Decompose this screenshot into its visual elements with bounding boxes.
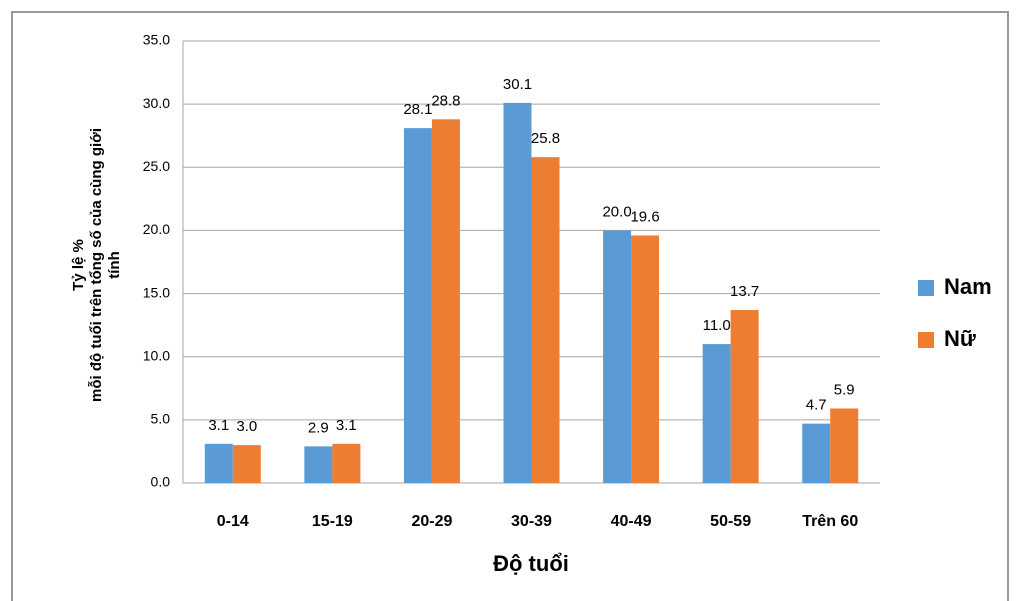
- bar: [232, 445, 261, 483]
- bar: [631, 235, 660, 483]
- y-tick-label: 35.0: [143, 32, 170, 48]
- y-axis-title-line: Tỷ lệ %: [70, 239, 87, 291]
- value-label: 20.0: [602, 203, 631, 220]
- value-label: 30.1: [503, 76, 532, 93]
- x-tick-label: 0-14: [217, 513, 249, 530]
- y-tick-label: 15.0: [143, 284, 170, 300]
- y-tick-label: 30.0: [143, 95, 170, 111]
- x-tick-label: 50-59: [710, 513, 751, 530]
- x-tick-label: 20-29: [411, 513, 452, 530]
- value-label: 28.8: [431, 92, 460, 109]
- bar: [802, 423, 831, 483]
- frame: [11, 11, 1009, 601]
- bar: [304, 446, 333, 483]
- bar: [702, 344, 731, 483]
- y-axis-title-line: mỗi độ tuổi trên tổng số của cùng giới: [88, 128, 105, 402]
- value-label: 3.1: [208, 417, 229, 434]
- bar: [403, 128, 432, 483]
- y-tick-label: 10.0: [143, 347, 170, 363]
- x-tick-label: 15-19: [312, 513, 353, 530]
- y-tick-label: 0.0: [151, 474, 171, 490]
- y-tick-label: 25.0: [143, 158, 170, 174]
- value-label: 3.1: [336, 417, 357, 434]
- legend-swatch: [918, 280, 934, 296]
- x-axis-title: Độ tuổi: [493, 551, 569, 576]
- value-label: 2.9: [308, 419, 329, 436]
- value-label: 19.6: [630, 208, 659, 225]
- legend-label: Nữ: [944, 326, 976, 351]
- legend-swatch: [918, 332, 934, 348]
- x-tick-label: Trên 60: [802, 513, 858, 530]
- y-axis-title: Tỷ lệ % mỗi độ tuổi trên tổng số của cùng…: [70, 128, 123, 402]
- y-axis-title-line: tính: [106, 251, 123, 279]
- bar: [332, 443, 361, 483]
- legend-label: Nam: [944, 274, 992, 299]
- value-label: 3.0: [236, 418, 257, 435]
- bar: [730, 309, 759, 483]
- x-tick-label: 40-49: [611, 513, 652, 530]
- bar: [204, 443, 233, 483]
- value-label: 4.7: [806, 397, 827, 414]
- value-label: 5.9: [834, 381, 855, 398]
- bar: [830, 408, 859, 483]
- y-tick-label: 20.0: [143, 221, 170, 237]
- value-label: 11.0: [703, 317, 731, 334]
- bar: [603, 230, 632, 483]
- y-tick-label: 5.0: [151, 411, 171, 427]
- value-label: 28.1: [403, 101, 432, 118]
- bar: [431, 119, 460, 483]
- x-tick-label: 30-39: [511, 513, 552, 530]
- value-label: 13.7: [730, 283, 759, 300]
- value-label: 25.8: [531, 130, 560, 147]
- bar: [503, 102, 532, 483]
- bar: [531, 157, 560, 483]
